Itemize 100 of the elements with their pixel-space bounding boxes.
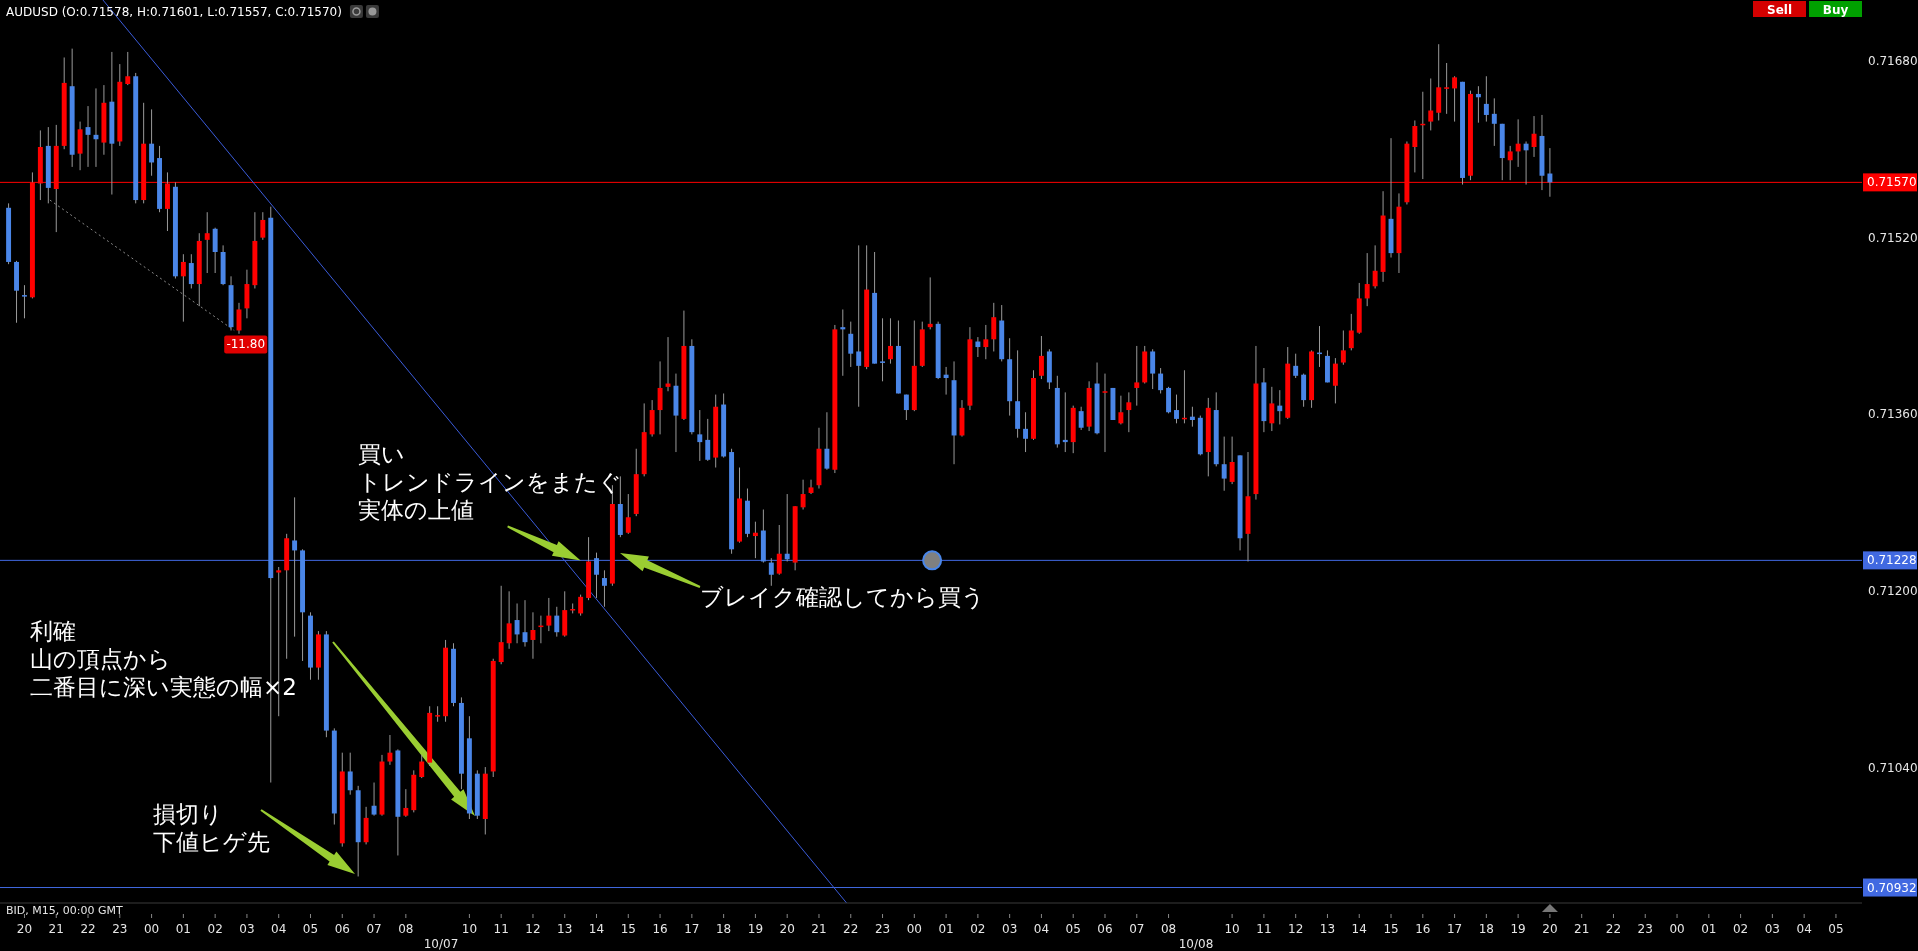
x-tick-label: 08	[1160, 922, 1177, 936]
y-tick-label: 0.71040	[1868, 761, 1918, 776]
candlestick	[840, 308, 846, 377]
candlestick	[705, 418, 711, 462]
candlestick	[983, 324, 989, 360]
x-tick-label: 15	[1383, 922, 1399, 936]
x-tick-label: 12	[1288, 922, 1304, 936]
x-tick-label: 23	[874, 922, 891, 936]
x-tick-label: 22	[1605, 922, 1622, 936]
x-tick-label: 00	[906, 922, 922, 936]
candlestick	[752, 521, 758, 559]
x-tick-label: 01	[175, 922, 192, 936]
candlestick	[435, 705, 441, 723]
candlestick	[506, 590, 512, 650]
x-tick-label: 00	[143, 922, 160, 936]
candlestick	[880, 317, 885, 382]
annotation: Sell	[1766, 3, 1793, 17]
x-tick-label: 02	[1732, 922, 1749, 936]
candlestick	[1134, 345, 1140, 407]
candlestick	[1078, 406, 1084, 431]
candlestick	[1372, 244, 1378, 289]
candlestick	[1332, 357, 1338, 404]
x-tick-label: 14	[588, 922, 605, 936]
chart-title: AUDUSD (O:0.71578, H:0.71601, L:0.71557, C:0.71570)	[6, 5, 342, 19]
candlestick	[903, 394, 909, 421]
x-tick-label: 21	[811, 922, 827, 936]
x-tick-label: 02	[970, 922, 986, 936]
candlestick	[800, 479, 806, 511]
candlestick	[22, 284, 27, 319]
x-tick-label: 18	[715, 922, 732, 936]
candlestick	[991, 302, 997, 352]
candlestick	[888, 317, 893, 365]
x-tick-label: 08	[398, 922, 414, 936]
candlestick	[1102, 373, 1108, 453]
x-tick-label: 05	[1065, 922, 1081, 936]
x-tick-label: 11	[493, 922, 509, 936]
candlestick	[546, 597, 552, 632]
candlestick	[1293, 353, 1299, 379]
candlestick	[1062, 391, 1068, 453]
candlestick	[1475, 85, 1481, 124]
candlestick	[776, 524, 782, 576]
candlestick	[554, 606, 560, 638]
x-tick-label: 20	[1542, 922, 1558, 936]
candlestick	[768, 557, 774, 587]
candlestick	[824, 411, 830, 471]
x-tick-label: 06	[334, 922, 350, 936]
candlestick	[1229, 436, 1235, 485]
candlestick	[697, 409, 703, 462]
candlestick	[212, 227, 218, 274]
annotation: 利確山の頂点から二番目に深い実態の幅×2	[30, 618, 297, 700]
x-tick-label: 14	[1351, 922, 1367, 936]
candlestick	[578, 594, 584, 617]
candlestick	[594, 552, 599, 599]
y-tick-label: 0.71360	[1868, 407, 1918, 422]
x-tick-label: 01	[938, 922, 954, 936]
candlestick	[514, 602, 520, 644]
candlestick	[975, 336, 981, 358]
annotation: 損切り下値ヒゲ先	[153, 801, 270, 855]
candlestick	[149, 108, 155, 177]
annotation: 買いトレンドラインをまたぐ実体の上値	[357, 441, 622, 524]
candlestick	[1547, 147, 1553, 198]
annotation: -11.80	[226, 337, 266, 352]
x-tick-label: 19	[1510, 922, 1526, 936]
x-tick-label: 04	[271, 922, 287, 936]
y-tick-label: 0.71680	[1868, 53, 1918, 68]
x-tick-label: 21	[48, 922, 64, 936]
x-tick-label: 03	[239, 922, 255, 936]
candlestick	[1444, 62, 1450, 115]
candlestick	[1523, 140, 1529, 186]
candlestick	[1483, 75, 1489, 123]
x-tick-label: 11	[1256, 922, 1272, 936]
x-tick-label: 16	[652, 922, 668, 936]
candlestick	[188, 253, 194, 289]
x-tick-label: 22	[80, 922, 96, 936]
x-tick-label: 21	[1574, 922, 1590, 936]
ref-line-label: 0.71228	[1867, 553, 1917, 568]
x-tick-label: 19	[747, 922, 764, 936]
candlestick	[1364, 252, 1370, 307]
candlestick	[498, 585, 504, 665]
x-tick-label: 02	[207, 922, 223, 936]
x-tick-label: 12	[525, 922, 541, 936]
candlestick	[1491, 97, 1497, 147]
x-tick-label: 00	[1669, 922, 1685, 936]
candlestick	[1269, 386, 1275, 432]
candlestick	[856, 244, 862, 408]
candlestick	[387, 734, 393, 766]
candlestick	[625, 493, 631, 535]
x-tick-label: 07	[1129, 922, 1145, 936]
x-tick-label: 03	[1764, 922, 1781, 936]
candlestick	[1340, 329, 1346, 366]
candlestick	[292, 496, 298, 638]
candlestick	[1412, 119, 1418, 173]
y-tick-label: 0.71520	[1868, 230, 1918, 245]
candlestick	[419, 754, 425, 779]
candlestick	[180, 253, 186, 323]
candlestick	[1428, 77, 1434, 131]
candlestick	[1277, 389, 1283, 425]
text: BID, M15, 00:00 GMT	[6, 904, 123, 917]
candlestick	[784, 493, 790, 562]
candlestick	[371, 782, 377, 817]
